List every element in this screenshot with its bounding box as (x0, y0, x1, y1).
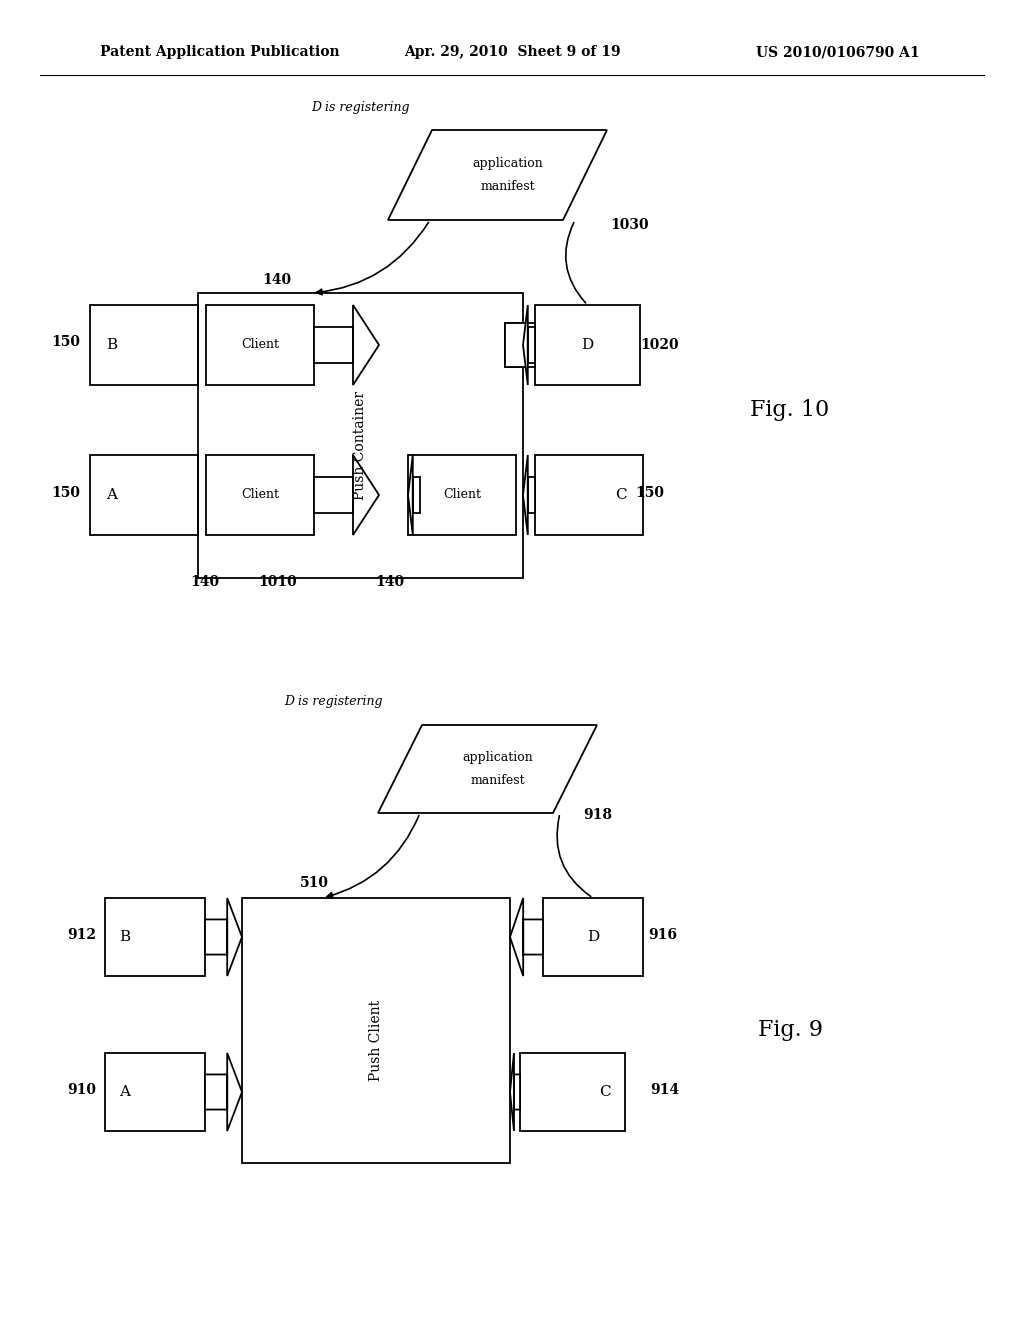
Text: 150: 150 (51, 486, 80, 500)
Polygon shape (523, 455, 535, 535)
Polygon shape (523, 305, 535, 385)
Bar (520, 1053, 625, 1131)
Text: D is registering: D is registering (284, 696, 382, 709)
Bar (206, 305, 314, 385)
Text: 914: 914 (650, 1082, 679, 1097)
Text: Apr. 29, 2010  Sheet 9 of 19: Apr. 29, 2010 Sheet 9 of 19 (403, 45, 621, 59)
Text: 1030: 1030 (610, 218, 648, 232)
Bar (105, 1053, 205, 1131)
Polygon shape (205, 898, 242, 975)
Text: Client: Client (241, 488, 279, 502)
Bar (90, 455, 198, 535)
Bar (535, 305, 640, 385)
Text: D: D (587, 931, 599, 944)
Text: 140: 140 (262, 273, 291, 286)
Bar (543, 898, 643, 975)
Text: 1010: 1010 (259, 576, 297, 589)
Bar (505, 323, 535, 367)
Text: Fig. 10: Fig. 10 (751, 399, 829, 421)
Text: 150: 150 (51, 335, 80, 348)
Text: 510: 510 (300, 876, 329, 890)
Text: 918: 918 (583, 808, 612, 822)
Bar (505, 323, 523, 367)
Polygon shape (378, 725, 597, 813)
Text: A: A (120, 1085, 130, 1100)
Polygon shape (510, 898, 543, 975)
Text: Client: Client (443, 488, 481, 502)
Text: D is registering: D is registering (310, 102, 410, 115)
Text: application: application (472, 157, 543, 169)
Text: 140: 140 (190, 576, 219, 589)
Polygon shape (205, 1053, 242, 1131)
Text: B: B (120, 931, 131, 944)
Bar (105, 898, 205, 975)
Text: Push Client: Push Client (369, 1001, 383, 1081)
Text: US 2010/0106790 A1: US 2010/0106790 A1 (757, 45, 920, 59)
Text: Patent Application Publication: Patent Application Publication (100, 45, 340, 59)
Text: 912: 912 (67, 928, 96, 942)
Text: 910: 910 (67, 1082, 96, 1097)
Bar (535, 455, 643, 535)
Text: Fig. 9: Fig. 9 (758, 1019, 822, 1041)
Bar (198, 293, 523, 578)
Text: B: B (106, 338, 118, 352)
Bar (408, 455, 516, 535)
Text: application: application (462, 751, 532, 763)
Text: 140: 140 (376, 576, 404, 589)
Bar (242, 898, 510, 1163)
Bar (90, 305, 198, 385)
Text: manifest: manifest (470, 775, 525, 788)
Text: D: D (582, 338, 594, 352)
Text: Client: Client (241, 338, 279, 351)
Text: A: A (106, 488, 118, 502)
Text: 150: 150 (635, 486, 664, 500)
Polygon shape (314, 305, 379, 385)
Text: manifest: manifest (480, 181, 535, 194)
Text: C: C (599, 1085, 610, 1100)
Text: C: C (615, 488, 627, 502)
Text: 916: 916 (648, 928, 677, 942)
Polygon shape (388, 129, 607, 220)
Polygon shape (408, 455, 420, 535)
Polygon shape (314, 455, 379, 535)
Text: Push Container: Push Container (353, 391, 368, 500)
Bar (206, 455, 314, 535)
Text: 1020: 1020 (640, 338, 679, 352)
Polygon shape (510, 1053, 520, 1131)
